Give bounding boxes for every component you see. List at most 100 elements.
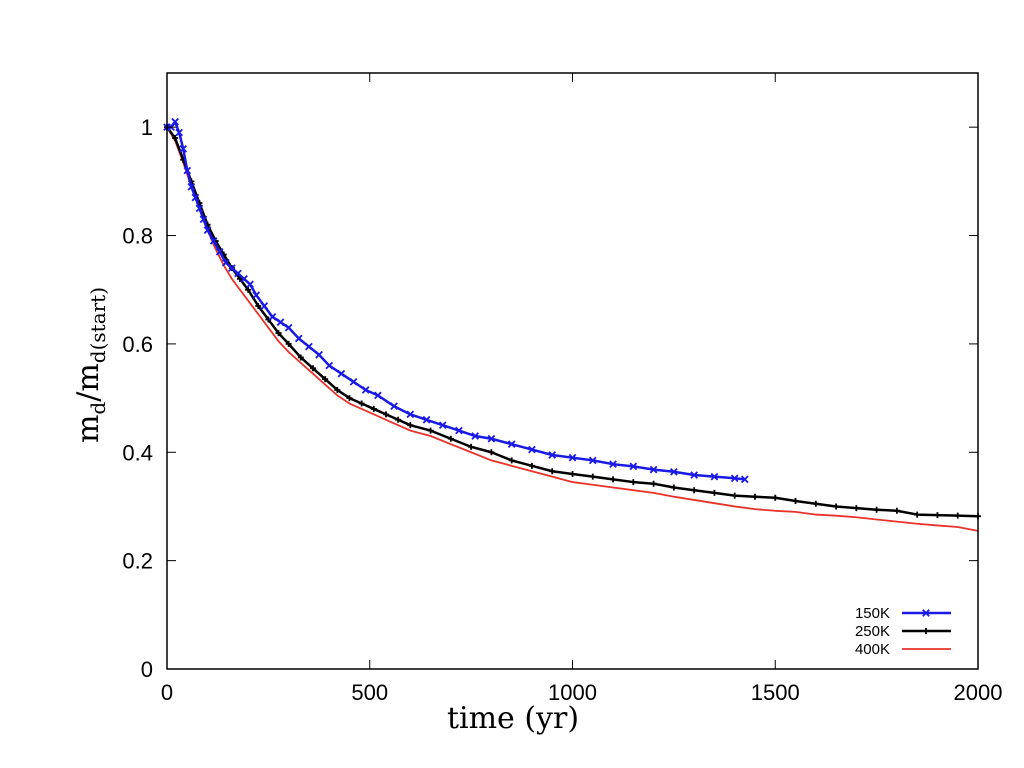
series-150K-point xyxy=(390,402,398,411)
x-tick-label: 0 xyxy=(161,680,173,705)
series-150K-point xyxy=(337,369,346,378)
series-150K-point xyxy=(629,462,638,471)
series-150K-point xyxy=(741,475,749,484)
series-250K-point xyxy=(914,511,921,518)
series-250K-point xyxy=(285,340,292,347)
series-150K-point xyxy=(374,391,382,400)
legend-label: 400K xyxy=(855,641,890,658)
series-layer xyxy=(163,117,981,532)
series-150K-point xyxy=(528,445,536,454)
series-250K-point xyxy=(751,493,758,500)
series-250K-point xyxy=(833,503,840,510)
series-150K-point xyxy=(209,237,218,245)
series-250K-point xyxy=(772,494,779,501)
y-tick-label: 0 xyxy=(141,657,153,682)
series-150K-point xyxy=(268,312,277,321)
series-250K-point xyxy=(589,473,596,480)
series-250K-point xyxy=(245,286,252,293)
series-150K-point xyxy=(588,456,597,465)
y-tick-label: 0.2 xyxy=(122,549,153,574)
series-250K-point xyxy=(792,498,799,505)
series-250K-point xyxy=(508,457,515,464)
series-150K-point xyxy=(191,193,200,202)
series-250K-point xyxy=(812,500,819,507)
series-250K-point xyxy=(528,462,535,469)
legend-item-150K: 150K xyxy=(855,605,951,622)
legend-item-250K: 250K xyxy=(855,623,951,640)
series-250K-point xyxy=(549,468,556,475)
series-150K-point xyxy=(422,415,431,424)
series-250K-point xyxy=(255,302,262,309)
plot-frame xyxy=(166,72,979,670)
x-tick-label: 2000 xyxy=(954,680,1003,705)
series-150K-point xyxy=(455,426,463,435)
series-250K-point xyxy=(630,479,637,486)
legend-label: 250K xyxy=(855,623,890,640)
x-axis-title: time (yr) xyxy=(447,701,579,736)
x-tick-label: 500 xyxy=(351,680,388,705)
series-150K-point xyxy=(568,453,577,462)
y-axis-title-sub2: d(start) xyxy=(86,287,110,363)
series-150K-point xyxy=(179,145,188,153)
series-150K-point xyxy=(175,128,184,137)
series-250K-point xyxy=(934,512,941,519)
y-axis-title: md/md(start) xyxy=(71,287,110,443)
series-150K-point xyxy=(260,302,269,310)
series-250K-point xyxy=(172,135,179,142)
series-150K-group xyxy=(163,117,749,484)
series-150K-point xyxy=(349,377,358,386)
series-150K-point xyxy=(221,258,230,267)
series-150K-point xyxy=(294,334,303,343)
y-axis-title-sub: d xyxy=(86,402,110,415)
series-250K-point xyxy=(731,492,738,499)
series-150K-point xyxy=(234,269,242,278)
series-250K-point xyxy=(275,330,282,337)
series-250K-point xyxy=(569,470,576,477)
series-150K-point xyxy=(195,204,204,213)
series-250K-point xyxy=(297,354,304,361)
series-150K-point xyxy=(240,275,248,283)
series-250K-point xyxy=(370,405,377,412)
series-250K-point xyxy=(334,386,341,393)
series-150K-point xyxy=(187,182,196,191)
series-250K-point xyxy=(447,435,454,442)
series-150K-point xyxy=(305,342,313,351)
series-150K-point xyxy=(670,467,678,476)
series-250K-point xyxy=(853,505,860,512)
series-150K-point xyxy=(199,215,208,224)
series-150K-point xyxy=(649,465,658,474)
series-250K-point xyxy=(691,487,698,494)
series-250K-point xyxy=(358,400,365,407)
y-axis-title-main: m xyxy=(71,415,106,443)
series-150K-point xyxy=(276,318,285,327)
series-250K-point xyxy=(395,416,402,423)
series-150K-point xyxy=(548,451,557,459)
series-150K-point xyxy=(284,323,293,332)
series-250K-point xyxy=(650,480,657,487)
series-150K-point xyxy=(228,264,236,272)
series-150K-point xyxy=(171,117,179,126)
series-150K-point xyxy=(487,434,496,443)
series-150K-point xyxy=(203,226,212,234)
series-400K-line xyxy=(166,126,979,532)
series-150K-point xyxy=(438,421,447,430)
series-150K-point xyxy=(609,460,617,469)
series-150K-point xyxy=(246,280,254,289)
series-150K-point xyxy=(215,247,224,256)
series-250K-point xyxy=(670,484,677,491)
y-tick-label: 1 xyxy=(141,115,153,140)
series-250K-point xyxy=(309,365,316,372)
series-150K-point xyxy=(325,361,334,370)
series-150K-point xyxy=(690,471,698,479)
series-250K-point xyxy=(954,512,961,519)
series-250K-point xyxy=(407,422,414,429)
legend-item-400K: 400K xyxy=(855,641,951,658)
series-150K-point xyxy=(471,432,480,440)
series-250K-point xyxy=(322,376,329,383)
y-tick-label: 0.8 xyxy=(122,224,153,249)
series-250K-group xyxy=(164,124,981,520)
series-250K-point xyxy=(610,476,617,483)
y-tick-label: 0.6 xyxy=(122,332,153,357)
legend-marker xyxy=(923,628,929,634)
